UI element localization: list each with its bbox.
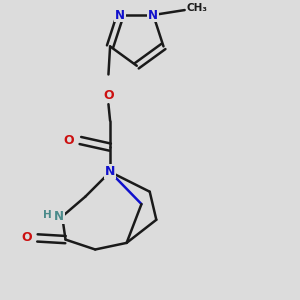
Text: H: H bbox=[43, 210, 52, 220]
Text: N: N bbox=[54, 210, 64, 223]
Text: O: O bbox=[103, 89, 114, 102]
Text: N: N bbox=[148, 8, 158, 22]
Text: O: O bbox=[64, 134, 74, 147]
Text: N: N bbox=[105, 165, 115, 178]
Text: CH₃: CH₃ bbox=[187, 3, 208, 14]
Text: O: O bbox=[21, 231, 32, 244]
Text: N: N bbox=[115, 8, 125, 22]
